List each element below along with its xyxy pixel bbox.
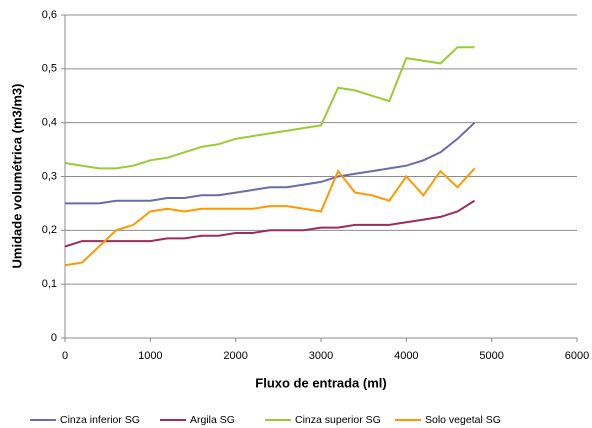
y-tick-label: 0,3 xyxy=(42,170,57,182)
x-tick-label: 5000 xyxy=(479,350,503,362)
x-tick-label: 0 xyxy=(62,350,68,362)
y-axis-title: Umidade volumétrica (m3/m3) xyxy=(9,84,24,269)
y-tick-label: 0,6 xyxy=(42,9,57,21)
series-line xyxy=(64,167,476,267)
x-tick-label: 1000 xyxy=(138,350,162,362)
legend-text: Solo vegetal SG xyxy=(425,414,501,426)
x-axis-title: Fluxo de entrada (ml) xyxy=(255,375,386,390)
legend-text: Cinza inferior SG xyxy=(60,414,140,426)
series-line xyxy=(64,199,476,248)
y-tick-label: 0,5 xyxy=(42,63,57,75)
x-tick-label: 3000 xyxy=(309,350,333,362)
legend-text: Argila SG xyxy=(190,414,235,426)
legend-text: Cinza superior SG xyxy=(295,414,381,426)
y-tick-label: 0 xyxy=(51,332,57,344)
x-tick-label: 4000 xyxy=(394,350,418,362)
series-line xyxy=(65,121,476,205)
y-tick-label: 0,4 xyxy=(42,117,57,129)
y-tick-label: 0,1 xyxy=(42,278,57,290)
series-line xyxy=(64,46,475,170)
x-tick-label: 2000 xyxy=(223,350,247,362)
x-tick-label: 6000 xyxy=(565,350,589,362)
y-tick-label: 0,2 xyxy=(42,224,57,236)
